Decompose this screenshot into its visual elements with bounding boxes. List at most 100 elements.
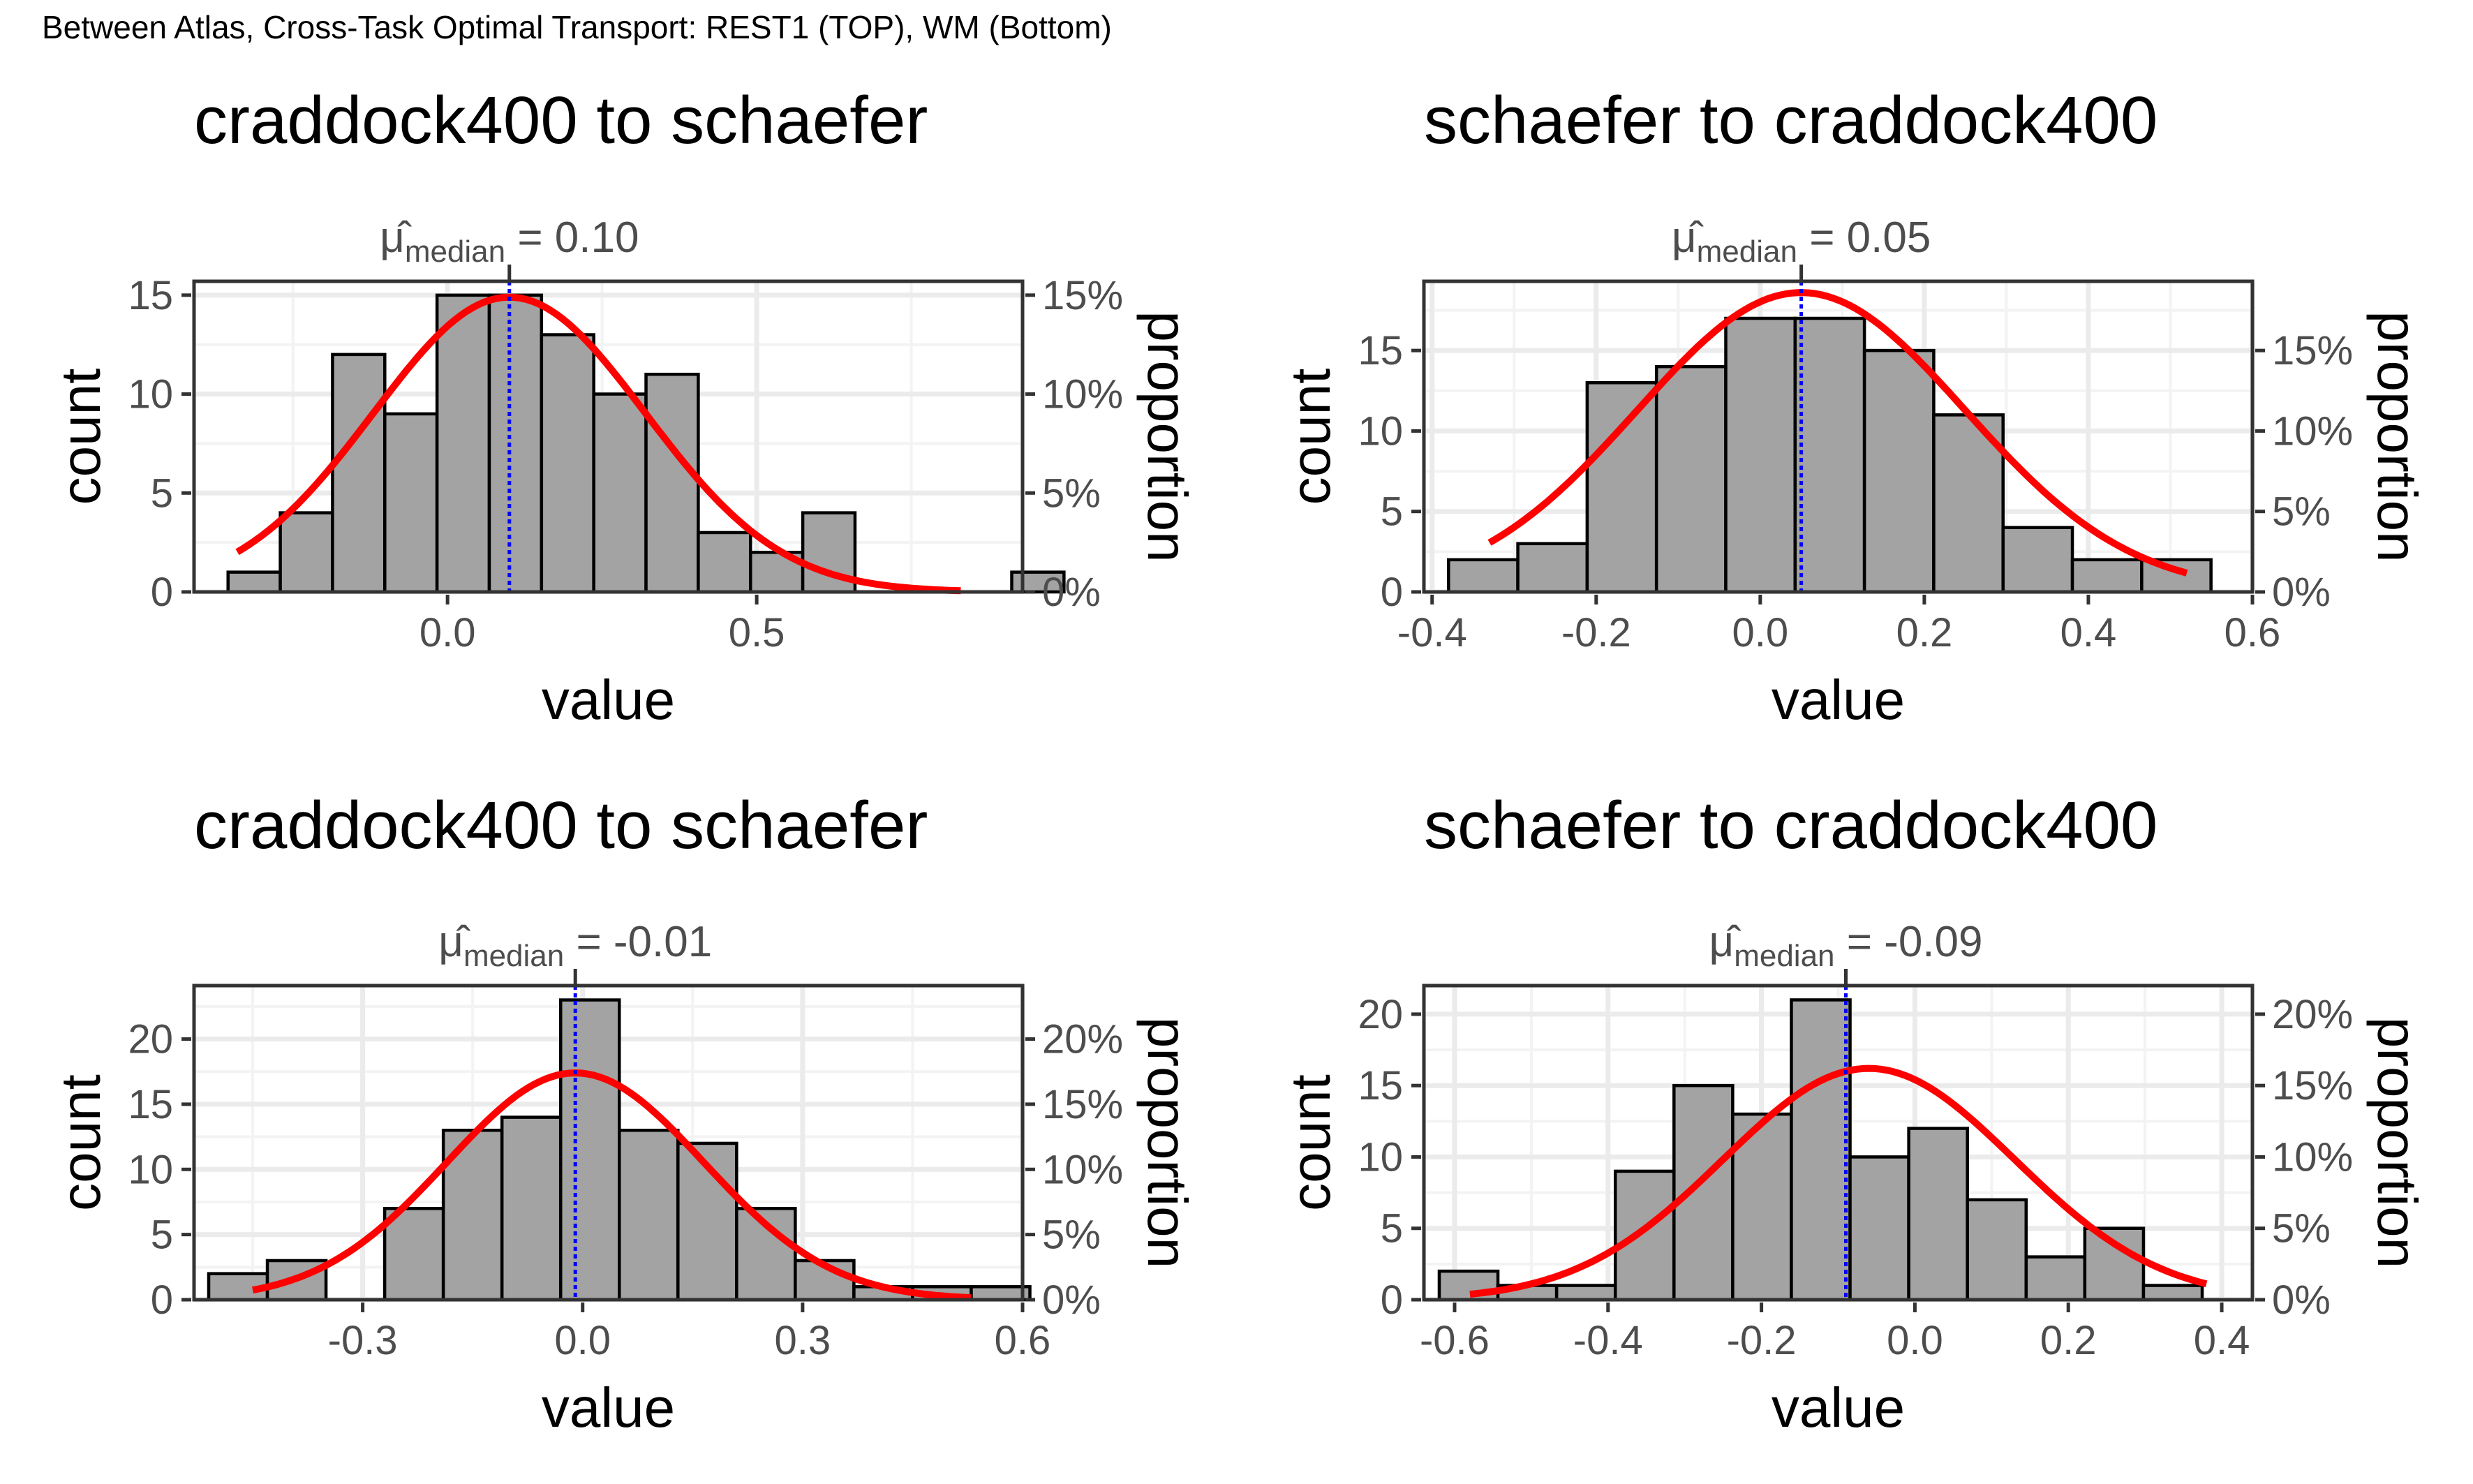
y-tick-label: 5 [151, 470, 173, 516]
chart-title: schaefer to craddock400 [1424, 788, 2158, 863]
histogram-bar [592, 392, 648, 594]
histogram-bar [2083, 1226, 2146, 1302]
histogram-bar [331, 353, 387, 594]
chart-title: craddock400 to schaefer [194, 788, 928, 863]
normal-fit-curve [1487, 289, 2188, 577]
x-tick-label: -0.2 [1727, 1318, 1797, 1363]
x-tick-label: -0.3 [328, 1318, 398, 1363]
median-annotation: μ̂median = -0.01 [438, 918, 712, 973]
x-axis-title: value [542, 1377, 675, 1439]
y2-tick-label: 0% [1042, 570, 1101, 615]
y-tick-label: 0 [151, 1277, 173, 1323]
histogram-bar [1724, 316, 1797, 594]
y-tick-label: 10 [128, 372, 173, 417]
chart-panel-2: schaefer to craddock400 -0.4 -0.2 0.0 0.2 0.4… [1279, 83, 2428, 731]
y-tick-label: 5 [1381, 489, 1403, 535]
x-tick-label: 0.4 [2194, 1318, 2250, 1363]
histogram-bar [1010, 570, 1066, 594]
y-axis-title: count [50, 1074, 112, 1211]
median-subscript: median [405, 235, 505, 269]
histogram-bar [1654, 364, 1728, 594]
y2-tick-label: 0% [1042, 1277, 1101, 1323]
histogram-bar [435, 293, 491, 594]
histogram-bar [383, 1207, 445, 1302]
median-value: = -0.01 [564, 918, 712, 966]
normal-fit-curve [235, 293, 961, 595]
histogram-bar [540, 333, 595, 594]
chart-panel-3: craddock400 to schaefer -0.3 0.0 0.3 0.6 0 5 10… [50, 788, 1198, 1439]
x-tick-label: 0.5 [729, 610, 785, 655]
normal-fit-curve [1469, 1064, 2208, 1298]
chart-panel-1: craddock400 to schaefer 0.0 0.5 0 5 10 15 0% 5% 1… [50, 83, 1198, 731]
histogram-bar [1793, 316, 1866, 594]
y2-axis-title: proportion [2366, 1017, 2428, 1268]
y2-tick-label: 10% [1042, 1147, 1123, 1192]
y-axis-title: count [1279, 1074, 1342, 1211]
x-axis-title: value [1772, 1377, 1905, 1439]
x-tick-label: -0.6 [1420, 1318, 1490, 1363]
x-tick-label: 0.6 [2225, 610, 2281, 655]
x-tick-label: 0.0 [1887, 1318, 1943, 1363]
y2-tick-label: 0% [2272, 570, 2331, 615]
histogram-bar [2001, 526, 2074, 594]
panel-border [1422, 279, 2255, 594]
panel-border [1422, 984, 2255, 1302]
x-axis-title: value [1772, 669, 1905, 731]
histogram-bar [487, 293, 544, 594]
y2-tick-label: 10% [2272, 408, 2353, 454]
y2-tick-label: 20% [1042, 1017, 1123, 1062]
y2-tick-label: 15% [1042, 273, 1123, 318]
y-tick-label: 10 [1358, 408, 1403, 454]
median-annotation: μ̂median = 0.05 [1672, 214, 1931, 269]
y2-tick-label: 10% [2272, 1134, 2353, 1180]
chart-panel-4: schaefer to craddock400 -0.6 -0.4 -0.2 0.0 0.… [1279, 788, 2428, 1439]
y2-tick-label: 15% [1042, 1082, 1123, 1127]
histogram-bar [1966, 1198, 2028, 1302]
y-tick-label: 0 [1381, 1277, 1403, 1323]
y2-axis-title: proportion [1136, 1017, 1198, 1268]
histogram-bar [558, 998, 621, 1302]
histogram-bar [1585, 381, 1658, 594]
chart-title: schaefer to craddock400 [1424, 83, 2158, 158]
histogram-bar [383, 412, 439, 594]
histogram-bar [1516, 542, 1589, 594]
x-tick-label: 0.2 [2040, 1318, 2097, 1363]
y-tick-label: 0 [151, 570, 173, 615]
y2-tick-label: 15% [2272, 1063, 2353, 1108]
figure-suptitle: Between Atlas, Cross-Task Optimal Transp… [42, 9, 1112, 45]
median-value: = -0.09 [1835, 918, 1983, 966]
y2-axis-title: proportion [1136, 311, 1198, 562]
normal-fit-curve [252, 1069, 972, 1302]
x-tick-label: 0.0 [419, 610, 476, 655]
y2-axis-title: proportion [2366, 311, 2428, 562]
x-tick-label: -0.4 [1573, 1318, 1643, 1363]
y2-tick-label: 0% [2272, 1277, 2331, 1323]
x-tick-label: 0.3 [775, 1318, 831, 1363]
y2-tick-label: 10% [1042, 372, 1123, 417]
median-annotation: μ̂median = -0.09 [1709, 918, 1982, 973]
y2-tick-label: 20% [2272, 992, 2353, 1037]
y-axis-title: count [1279, 369, 1342, 505]
histogram-bar [1613, 1169, 1676, 1302]
y2-tick-label: 5% [1042, 470, 1101, 516]
x-tick-label: 0.0 [554, 1318, 611, 1363]
y-tick-label: 20 [128, 1017, 173, 1062]
histogram-bar [1862, 348, 1936, 594]
x-tick-label: 0.6 [995, 1318, 1051, 1363]
panel-border [192, 984, 1025, 1302]
median-annotation: μ̂median = 0.10 [380, 214, 639, 269]
histogram-bar [2070, 558, 2144, 594]
histogram-bar [279, 511, 334, 594]
y-tick-label: 10 [128, 1147, 173, 1192]
histogram-bar [226, 570, 282, 594]
median-subscript: median [1734, 939, 1834, 973]
x-tick-label: 0.4 [2060, 610, 2117, 655]
histogram-bar [1848, 1155, 1910, 1302]
median-subscript: median [1697, 235, 1797, 269]
y-tick-label: 15 [1358, 1063, 1403, 1108]
histogram-bar [1554, 1284, 1617, 1302]
histogram-bar [2141, 1284, 2204, 1302]
y-axis-title: count [50, 369, 112, 505]
y-tick-label: 5 [151, 1212, 173, 1258]
